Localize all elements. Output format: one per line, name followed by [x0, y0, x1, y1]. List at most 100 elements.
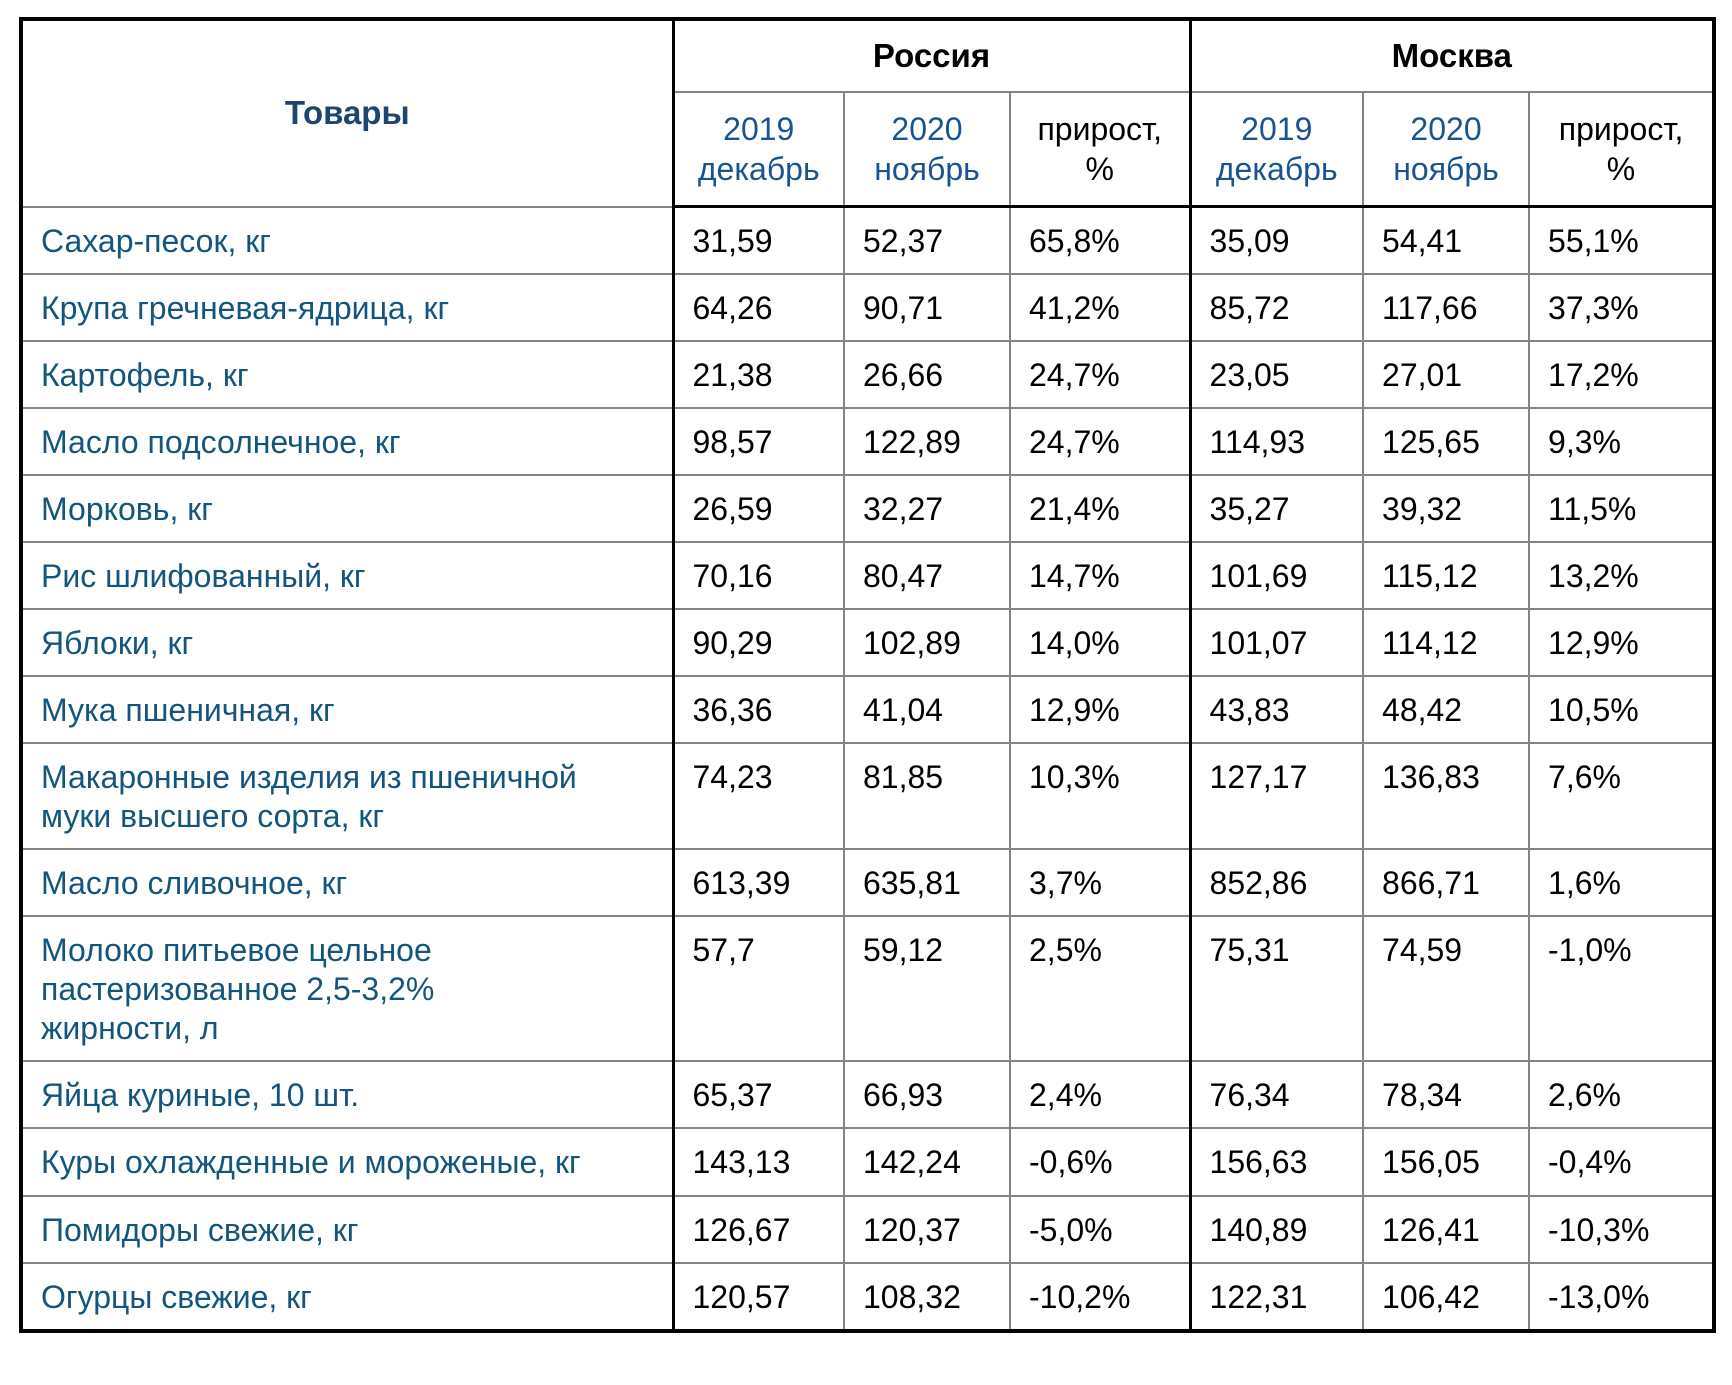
russia-growth-percent-value: 21,4% — [1008, 474, 1192, 544]
russia-growth-percent-value: 12,9% — [1008, 675, 1192, 745]
russia-2020-november-value: 26,66 — [843, 340, 1011, 410]
moscow-2019-december-header: 2019 декабрь — [1189, 91, 1365, 208]
region-header-russia: Россия — [671, 18, 1192, 93]
moscow-2020-november-value: 126,41 — [1362, 1194, 1531, 1264]
moscow-2020-november-value: 115,12 — [1362, 541, 1531, 611]
russia-2019-december-value: 31,59 — [672, 205, 845, 276]
moscow-2019-december-value: 101,07 — [1189, 608, 1365, 678]
moscow-growth-percent-value: -0,4% — [1528, 1127, 1716, 1197]
page: Товары Россия Москва 2019 декабрь 2020 н… — [19, 17, 1717, 1333]
product-name-cell: Крупа гречневая-ядрица, кг — [20, 273, 675, 343]
table-row: Молоко питьевое цельное пастеризованное … — [20, 915, 1716, 1063]
table-row: Морковь, кг 26,59 32,27 21,4% 35,27 39,32 11,5… — [20, 474, 1716, 544]
moscow-growth-percent-value: -1,0% — [1528, 915, 1716, 1063]
russia-growth-percent-value: 14,7% — [1008, 541, 1192, 611]
russia-2020-november-value: 66,93 — [843, 1060, 1011, 1130]
russia-2019-december-value: 70,16 — [672, 541, 845, 611]
moscow-2020-november-value: 74,59 — [1362, 915, 1531, 1063]
moscow-growth-percent-value: 10,5% — [1528, 675, 1716, 745]
product-name-cell: Сахар-песок, кг — [20, 205, 675, 276]
russia-2020-november-value: 108,32 — [843, 1261, 1011, 1332]
moscow-growth-percent-value: 13,2% — [1528, 541, 1716, 611]
russia-2019-december-value: 143,13 — [672, 1127, 845, 1197]
moscow-2020-november-value: 117,66 — [1362, 273, 1531, 343]
product-name-cell: Яблоки, кг — [20, 608, 675, 678]
moscow-2020-november-value: 866,71 — [1362, 848, 1531, 918]
region-header-moscow: Москва — [1189, 18, 1716, 93]
product-name-cell: Молоко питьевое цельное пастеризованное … — [20, 915, 675, 1063]
russia-growth-percent-value: 41,2% — [1008, 273, 1192, 343]
russia-2020-november-value: 102,89 — [843, 608, 1011, 678]
product-name-cell: Картофель, кг — [20, 340, 675, 410]
moscow-2020-november-value: 48,42 — [1362, 675, 1531, 745]
moscow-2019-december-value: 35,09 — [1189, 205, 1365, 276]
russia-2020-november-value: 122,89 — [843, 407, 1011, 477]
russia-2020-november-value: 90,71 — [843, 273, 1011, 343]
moscow-growth-percent-value: 37,3% — [1528, 273, 1716, 343]
russia-2020-november-value: 32,27 — [843, 474, 1011, 544]
russia-2019-december-value: 74,23 — [672, 742, 845, 851]
russia-2019-december-value: 613,39 — [672, 848, 845, 918]
table-row: Макаронные изделия из пшеничной муки выс… — [20, 742, 1716, 851]
russia-growth-percent-value: 10,3% — [1008, 742, 1192, 851]
moscow-2020-november-value: 27,01 — [1362, 340, 1531, 410]
russia-growth-percent-value: -10,2% — [1008, 1261, 1192, 1332]
moscow-growth-percent-value: 17,2% — [1528, 340, 1716, 410]
russia-2019-december-value: 26,59 — [672, 474, 845, 544]
moscow-2020-november-value: 78,34 — [1362, 1060, 1531, 1130]
russia-2019-december-value: 90,29 — [672, 608, 845, 678]
moscow-growth-percent-value: -10,3% — [1528, 1194, 1716, 1264]
moscow-2019-december-value: 23,05 — [1189, 340, 1365, 410]
russia-2020-november-value: 120,37 — [843, 1194, 1011, 1264]
table-row: Масло сливочное, кг 613,39 635,81 3,7% 852,8… — [20, 848, 1716, 918]
product-name-cell: Масло подсолнечное, кг — [20, 407, 675, 477]
moscow-2019-december-value: 43,83 — [1189, 675, 1365, 745]
russia-2020-november-value: 52,37 — [843, 205, 1011, 276]
russia-2019-december-value: 120,57 — [672, 1261, 845, 1332]
product-name-cell: Огурцы свежие, кг — [20, 1261, 675, 1332]
moscow-2019-december-value: 75,31 — [1189, 915, 1365, 1063]
russia-2020-november-header: 2020 ноябрь — [843, 91, 1011, 208]
moscow-growth-percent-header: прирост, % — [1528, 91, 1716, 208]
moscow-2019-december-value: 35,27 — [1189, 474, 1365, 544]
table-row: Сахар-песок, кг 31,59 52,37 65,8% 35,09 54,41… — [20, 205, 1716, 276]
russia-growth-percent-value: 14,0% — [1008, 608, 1192, 678]
moscow-2020-november-value: 54,41 — [1362, 205, 1531, 276]
product-name-cell: Рис шлифованный, кг — [20, 541, 675, 611]
russia-2020-november-value: 80,47 — [843, 541, 1011, 611]
russia-2019-december-value: 64,26 — [672, 273, 845, 343]
moscow-2020-november-value: 114,12 — [1362, 608, 1531, 678]
moscow-growth-percent-value: -13,0% — [1528, 1261, 1716, 1332]
moscow-growth-percent-value: 1,6% — [1528, 848, 1716, 918]
moscow-2020-november-value: 125,65 — [1362, 407, 1531, 477]
group-header-row: Товары Россия Москва — [20, 18, 1716, 208]
russia-2020-november-value: 59,12 — [843, 915, 1011, 1063]
moscow-growth-percent-value: 7,6% — [1528, 742, 1716, 851]
moscow-2020-november-value: 39,32 — [1362, 474, 1531, 544]
moscow-2019-december-value: 122,31 — [1189, 1261, 1365, 1332]
moscow-2019-december-value: 127,17 — [1189, 742, 1365, 851]
period-header-row: 2019 декабрь 2020 ноябрь прирост, % 2019… — [21, 91, 1716, 208]
moscow-2020-november-value: 156,05 — [1362, 1127, 1531, 1197]
moscow-2020-november-value: 136,83 — [1362, 742, 1531, 851]
table-row: Яйца куриные, 10 шт. 65,37 66,93 2,4% 76,34 7… — [20, 1060, 1716, 1130]
russia-2019-december-value: 21,38 — [672, 340, 845, 410]
moscow-growth-percent-value: 9,3% — [1528, 407, 1716, 477]
moscow-growth-percent-value: 2,6% — [1528, 1060, 1716, 1130]
russia-growth-percent-value: 2,5% — [1008, 915, 1192, 1063]
table-row: Огурцы свежие, кг 120,57 108,32 -10,2% 122,3… — [20, 1261, 1716, 1332]
table-row: Рис шлифованный, кг 70,16 80,47 14,7% 101,69… — [20, 541, 1716, 611]
table-row: Куры охлажденные и мороженые, кг 143,13 14… — [20, 1127, 1716, 1197]
russia-growth-percent-header: прирост, % — [1008, 91, 1192, 208]
russia-growth-percent-value: 2,4% — [1008, 1060, 1192, 1130]
moscow-2019-december-value: 76,34 — [1189, 1060, 1365, 1130]
moscow-growth-percent-value: 12,9% — [1528, 608, 1716, 678]
russia-2019-december-value: 126,67 — [672, 1194, 845, 1264]
russia-2020-november-value: 81,85 — [843, 742, 1011, 851]
russia-2020-november-value: 142,24 — [843, 1127, 1011, 1197]
product-name-cell: Помидоры свежие, кг — [20, 1194, 675, 1264]
moscow-2020-november-header: 2020 ноябрь — [1362, 91, 1531, 208]
russia-growth-percent-value: 3,7% — [1008, 848, 1192, 918]
product-name-cell: Морковь, кг — [20, 474, 675, 544]
russia-2019-december-value: 36,36 — [672, 675, 845, 745]
